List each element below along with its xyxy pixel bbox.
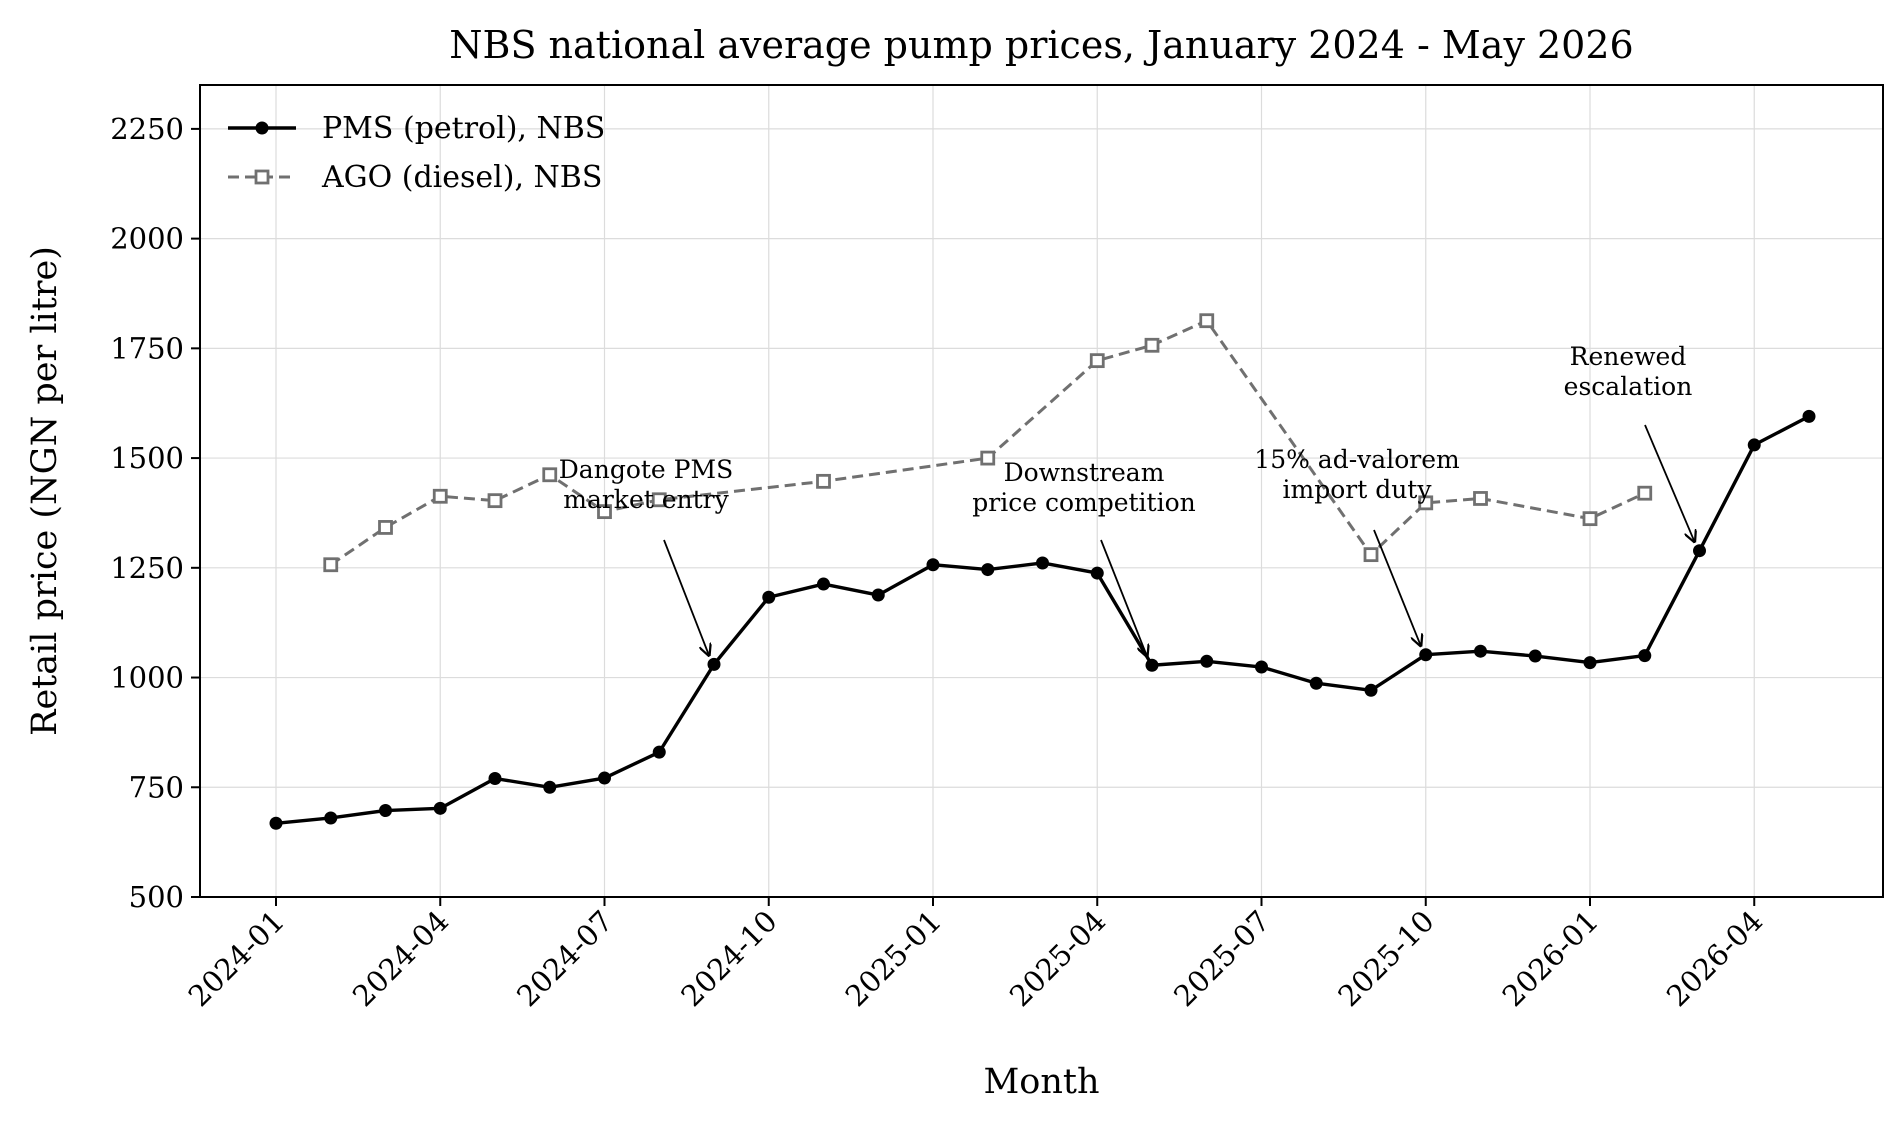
data-point — [1418, 495, 1434, 511]
y-tick-label: 1500 — [110, 441, 184, 475]
data-point — [652, 745, 666, 759]
annotation-line: Renewed — [1570, 342, 1687, 371]
data-point — [926, 558, 940, 572]
annotation-arrow — [1644, 424, 1695, 542]
data-point — [1200, 654, 1214, 668]
data-point — [1637, 485, 1653, 501]
data-point — [542, 467, 558, 483]
data-point — [1036, 556, 1049, 570]
y-tick-label: 2250 — [110, 112, 184, 146]
data-point — [1090, 566, 1104, 580]
data-point — [488, 771, 502, 785]
data-point — [433, 801, 447, 815]
x-tick-label: 2024-01 — [182, 904, 291, 1013]
data-point — [1473, 491, 1488, 506]
data-point — [1419, 648, 1433, 662]
data-point — [1363, 547, 1379, 563]
annotation-line: market entry — [563, 485, 729, 514]
annotation-line: 15% ad-valorem — [1254, 445, 1460, 474]
y-tick-label: 2000 — [110, 222, 184, 256]
data-point — [432, 488, 448, 504]
data-point — [1638, 649, 1652, 663]
data-point — [1309, 676, 1323, 690]
annotation-arrow — [1100, 539, 1147, 656]
x-tick-label: 2025-01 — [839, 904, 948, 1013]
chart-title: NBS national average pump prices, Januar… — [449, 23, 1633, 67]
plot-frame — [199, 84, 1884, 898]
data-point — [1255, 660, 1268, 674]
data-point — [324, 811, 338, 825]
series-layer — [269, 313, 1816, 830]
x-tick-label: 2024-04 — [346, 904, 455, 1013]
grid — [200, 85, 1883, 898]
annotation-line: import duty — [1283, 475, 1433, 504]
data-point — [598, 771, 611, 785]
x-axis-label: Month — [983, 1062, 1099, 1102]
y-tick-label: 500 — [129, 880, 184, 914]
annotation-arrow — [1373, 529, 1421, 646]
x-tick-label: 2025-10 — [1331, 904, 1440, 1013]
data-point — [1145, 658, 1159, 672]
data-point — [378, 520, 393, 535]
y-tick-label: 1250 — [110, 551, 184, 585]
data-point — [1583, 656, 1597, 670]
y-tick-label: 750 — [129, 770, 184, 804]
legend-marker — [254, 169, 270, 185]
data-point — [1364, 683, 1378, 697]
series-line-1 — [329, 319, 1646, 566]
annotation-line: escalation — [1564, 372, 1693, 401]
x-tick-label: 2025-04 — [1003, 904, 1112, 1013]
data-point — [1802, 409, 1816, 423]
legend: PMS (petrol), NBS AGO (diesel), NBS — [228, 111, 605, 195]
annotation-text: 15% ad-valorem import duty — [1254, 445, 1460, 504]
x-tick-label: 2025-07 — [1167, 904, 1276, 1013]
annotation-arrow — [663, 539, 709, 655]
data-point — [379, 804, 392, 818]
legend-marker — [255, 121, 269, 135]
data-point — [1089, 353, 1105, 369]
data-point — [597, 504, 612, 520]
data-point — [817, 577, 830, 591]
annotation-text: Downstream price competition — [972, 458, 1196, 517]
data-point — [1199, 313, 1215, 329]
legend-label: PMS (petrol), NBS — [322, 111, 605, 146]
data-point — [1474, 644, 1487, 658]
y-tick-label: 1750 — [110, 331, 184, 365]
data-point — [762, 590, 776, 604]
annotation-text: Renewed escalation — [1564, 342, 1693, 401]
data-point — [707, 657, 721, 671]
data-point — [980, 450, 996, 466]
data-point — [1144, 337, 1160, 353]
data-point — [1693, 544, 1706, 558]
data-point — [816, 473, 831, 489]
annotations: Dangote PMS market entry Downstream price c… — [559, 342, 1695, 656]
annotation-text: Dangote PMS market entry — [559, 455, 733, 514]
x-tick-label: 2024-10 — [674, 904, 783, 1013]
data-point — [651, 492, 667, 508]
x-tick-label: 2024-07 — [510, 904, 619, 1013]
data-point — [1747, 438, 1761, 452]
data-point — [323, 557, 339, 573]
annotation-line: Dangote PMS — [559, 455, 733, 484]
data-point — [543, 780, 557, 794]
y-tick-label: 1000 — [110, 661, 184, 695]
data-point — [269, 816, 283, 830]
legend-label: AGO (diesel), NBS — [321, 160, 602, 195]
x-tick-label: 2026-01 — [1496, 904, 1605, 1013]
annotation-line: Downstream — [1004, 458, 1165, 487]
axes: 500 750 1000 1250 1500 1750 2000 2250 2024-01 202… — [110, 112, 1769, 1013]
data-point — [1582, 511, 1598, 527]
data-point — [981, 563, 995, 577]
x-tick-label: 2026-04 — [1660, 904, 1769, 1013]
annotation-line: price competition — [972, 488, 1196, 517]
data-point — [1528, 649, 1542, 663]
data-point — [871, 588, 885, 602]
y-axis-label: Retail price (NGN per litre) — [25, 246, 65, 736]
data-point — [487, 493, 503, 509]
